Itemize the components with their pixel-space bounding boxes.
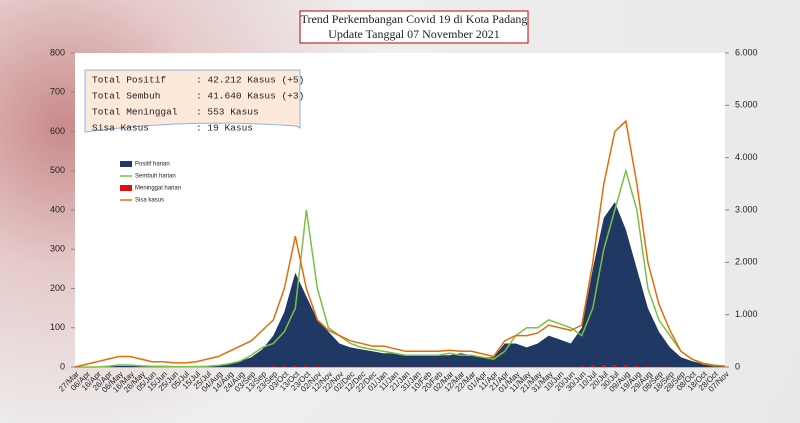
y-tick-label: 100 xyxy=(50,322,65,332)
y-tick-label: 0 xyxy=(60,361,65,371)
bar xyxy=(612,365,617,367)
legend-swatch xyxy=(120,161,132,167)
y-tick-label: 700 xyxy=(50,87,65,97)
legend-label: Sisa kasus xyxy=(135,198,164,204)
line xyxy=(75,167,726,368)
y-tick-label: 600 xyxy=(50,126,65,136)
legend-label: Sembuh harian xyxy=(135,174,176,180)
bar xyxy=(271,366,276,367)
info-box xyxy=(84,69,301,133)
info-label: Total Meninggal xyxy=(92,107,178,118)
info-value: : 41.640 Kasus (+3) xyxy=(196,91,304,102)
y2-tick-label: 5.000 xyxy=(735,100,758,110)
bar xyxy=(315,366,320,367)
legend-label: Positif harian xyxy=(135,162,170,168)
legend-label: Meninggal harian xyxy=(135,186,181,192)
bar xyxy=(645,366,650,367)
info-value: : 19 Kasus xyxy=(196,123,253,134)
y-tick-label: 200 xyxy=(50,283,65,293)
chart-title: Trend Perkembangan Covid 19 di Kota Pada… xyxy=(301,12,528,26)
info-label: Sisa Kasus xyxy=(92,123,149,134)
info-label: Total Sembuh xyxy=(92,91,160,102)
chart-subtitle: Update Tanggal 07 November 2021 xyxy=(328,27,500,41)
y2-tick-label: 1.000 xyxy=(735,309,758,319)
info-value: : 553 Kasus xyxy=(196,107,259,118)
y2-tick-label: 4.000 xyxy=(735,152,758,162)
y2-tick-label: 2.000 xyxy=(735,257,758,267)
line xyxy=(74,119,726,368)
y-tick-label: 800 xyxy=(50,47,65,57)
bar xyxy=(282,366,287,367)
y2-tick-label: 6.000 xyxy=(735,47,758,57)
info-label: Total Positif xyxy=(92,75,166,86)
legend-swatch xyxy=(120,185,132,191)
y-tick-label: 400 xyxy=(50,204,65,214)
bar xyxy=(590,365,595,367)
y2-tick-label: 0 xyxy=(735,361,740,371)
info-value: : 42.212 Kasus (+5) xyxy=(196,75,304,86)
bar xyxy=(623,365,628,367)
bar xyxy=(304,366,309,367)
bar xyxy=(601,365,606,367)
y2-tick-label: 3.000 xyxy=(735,204,758,214)
area xyxy=(75,202,725,367)
bar xyxy=(579,366,584,367)
title-box xyxy=(299,10,529,44)
y-tick-label: 500 xyxy=(50,165,65,175)
bar xyxy=(293,365,298,367)
y-tick-label: 300 xyxy=(50,244,65,254)
bar xyxy=(634,365,639,367)
